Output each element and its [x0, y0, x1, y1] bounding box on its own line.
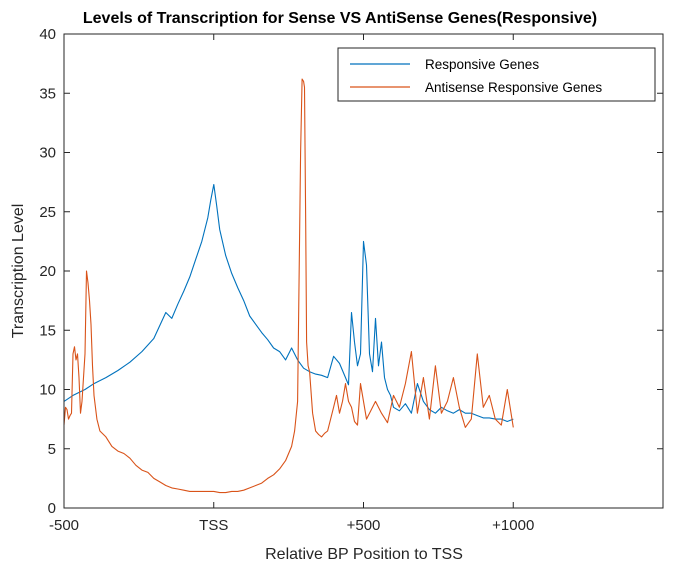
x-tick-label: +1000 [492, 517, 534, 534]
x-tick-label: TSS [199, 517, 228, 534]
y-tick-label: 15 [39, 322, 56, 339]
series-line-antisense-responsive-genes [63, 78, 514, 494]
plot-frame [63, 33, 664, 509]
legend: Responsive Genes Antisense Responsive Ge… [337, 47, 656, 102]
y-tick-label: 40 [39, 26, 56, 43]
plot-area [63, 78, 514, 494]
x-axis-label: Relative BP Position to TSS [265, 546, 463, 563]
y-tick-label: 5 [48, 441, 56, 458]
y-tick-label: 30 [39, 145, 56, 162]
axis-ticks: 0 5 10 15 20 25 30 35 40 -500 TSS +500 +1000 [39, 26, 663, 534]
y-tick-label: 20 [39, 263, 56, 280]
series-line-responsive-genes [63, 183, 514, 423]
y-tick-label: 0 [48, 500, 56, 517]
x-tick-label: -500 [49, 517, 79, 534]
y-axis-label: Transcription Level [10, 204, 27, 339]
legend-label-responsive: Responsive Genes [425, 57, 539, 72]
chart-title: Levels of Transcription for Sense VS Ant… [83, 10, 597, 27]
legend-label-antisense: Antisense Responsive Genes [425, 80, 602, 95]
y-tick-label: 35 [39, 85, 56, 102]
legend-box [337, 47, 656, 102]
y-tick-label: 10 [39, 382, 56, 399]
x-tick-label: +500 [347, 517, 381, 534]
y-tick-label: 25 [39, 204, 56, 221]
